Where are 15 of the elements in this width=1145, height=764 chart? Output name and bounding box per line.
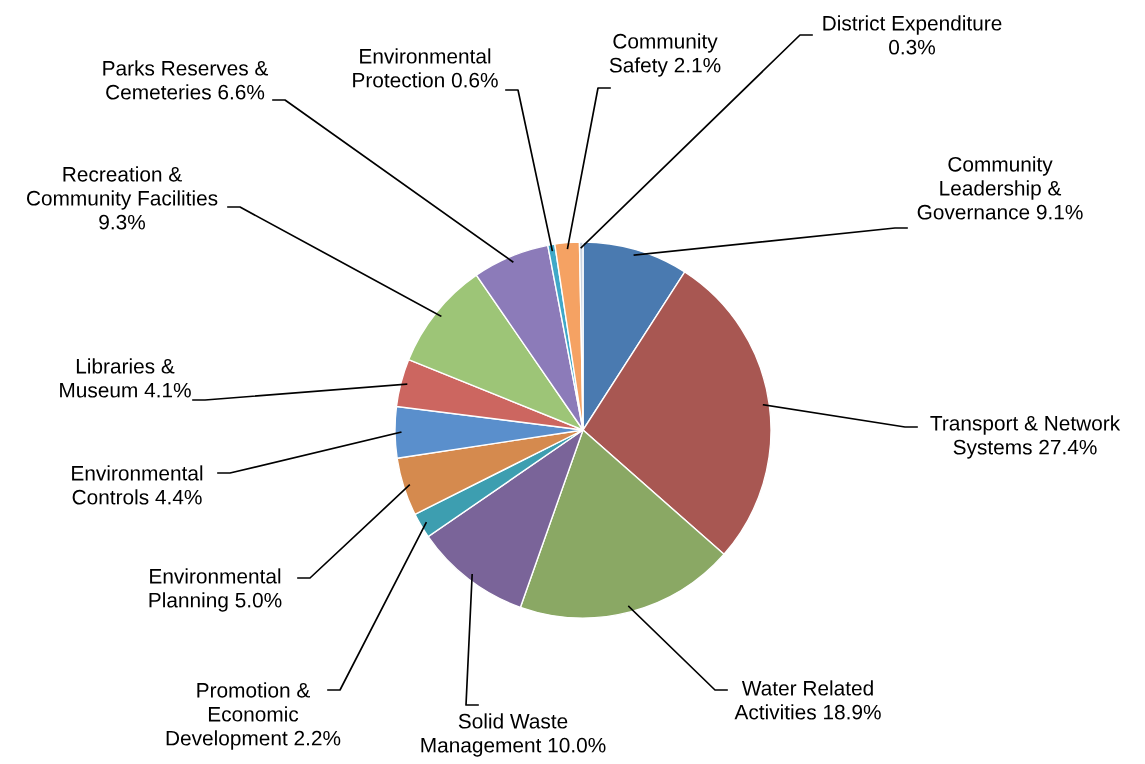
slice-label: Community Safety 2.1% bbox=[609, 33, 721, 77]
slice-label: Environmental Planning 5.0% bbox=[149, 568, 282, 612]
slice-label: Transport & Network Systems 27.4% bbox=[930, 415, 1121, 459]
slice-label: Water Related Activities 18.9% bbox=[734, 680, 881, 720]
data-label: 9.3% bbox=[99, 214, 145, 230]
slice-label: Promotion & Economic Development 2.2% bbox=[166, 682, 341, 750]
slice-label: Parks Reserves & Cemeteries 6.6% bbox=[103, 60, 269, 100]
data-label: 0.3% bbox=[889, 39, 935, 55]
slice-label: Recreation & Community Facilities bbox=[26, 166, 218, 210]
slice-label: Solid Waste Management 10.0% bbox=[421, 713, 606, 757]
slice-label: Environmental Protection 0.6% bbox=[353, 48, 498, 88]
slice-label: Environmental Controls 4.4% bbox=[72, 465, 203, 505]
slice-label: Community Leadership & Governance 9.1% bbox=[917, 156, 1083, 220]
slice-label: Libraries & Museum 4.1% bbox=[60, 358, 191, 398]
slice-label: District Expenditure bbox=[823, 15, 1002, 35]
